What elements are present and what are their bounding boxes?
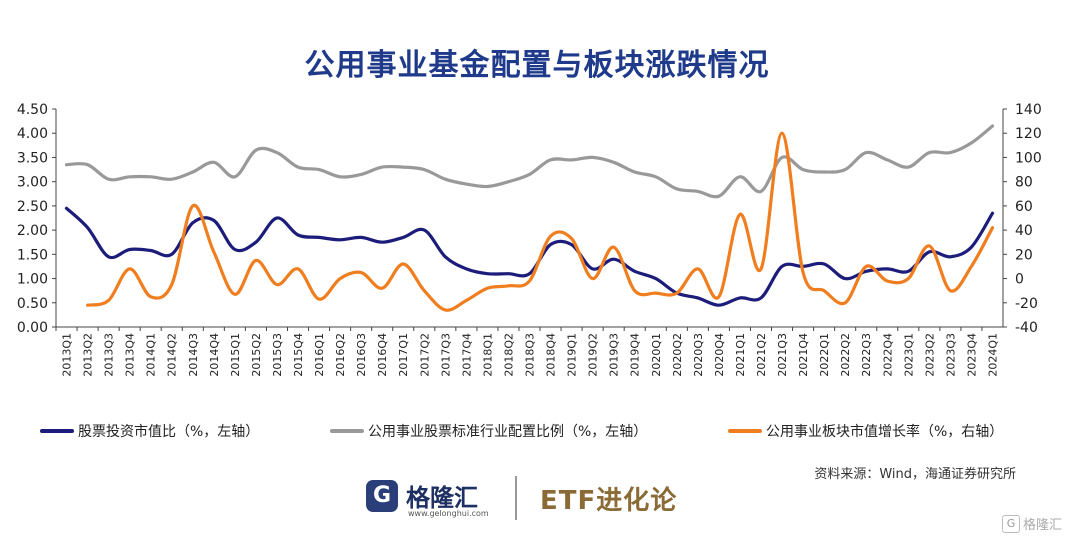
y-left-tick-label: 3.50: [17, 150, 48, 166]
legend-swatch: [330, 429, 364, 433]
x-tick-label: 2018Q2: [502, 333, 515, 377]
x-tick-label: 2023Q2: [923, 333, 936, 377]
chart-legend: 股票投资市值比（%，左轴） 公用事业股票标准行业配置比例（%，左轴） 公用事业板…: [0, 421, 1074, 443]
x-tick-label: 2019Q2: [587, 333, 600, 377]
y-right-tick-label: -20: [1015, 296, 1038, 312]
x-tick-label: 2016Q3: [355, 333, 368, 377]
x-tick-label: 2018Q1: [481, 333, 494, 377]
x-tick-label: 2014Q2: [166, 333, 179, 377]
watermark-logo-icon: G: [1001, 514, 1020, 533]
x-tick-label: 2018Q4: [545, 333, 558, 377]
x-tick-label: 2023Q1: [902, 333, 915, 377]
source-note: 资料来源：Wind，海通证券研究所: [814, 467, 1016, 482]
legend-swatch: [40, 429, 74, 433]
x-tick-label: 2022Q2: [839, 333, 852, 377]
legend-item-sector-growth: 公用事业板块市值增长率（%，右轴）: [728, 421, 1003, 441]
x-tick-label: 2020Q1: [650, 333, 663, 377]
series-line-sector-growth: [86, 131, 995, 312]
x-tick-label: 2020Q2: [671, 333, 684, 377]
logo-url: www.gelonghui.com: [408, 509, 489, 518]
x-tick-label: 2015Q3: [271, 333, 284, 377]
y-left-tick-label: 1.50: [17, 247, 48, 263]
y-left-tick-label: 3.00: [17, 175, 48, 191]
y-left-tick-label: 2.00: [17, 223, 48, 239]
y-right-tick-label: 100: [1015, 150, 1042, 166]
x-tick-label: 2021Q1: [734, 333, 747, 377]
series-line-stock-ratio: [64, 206, 995, 307]
y-left-tick-label: 1.00: [17, 272, 48, 288]
x-tick-label: 2013Q2: [82, 333, 95, 377]
legend-label: 公用事业板块市值增长率（%，右轴）: [766, 424, 1004, 440]
chart-area: 0.00 0.50 1.00 1.50 2.00 2.50 3.00 3.50 4.00 4.50…: [17, 102, 1042, 377]
x-tick-label: 2016Q4: [376, 333, 389, 377]
chart-title: 公用事业基金配置与板块涨跌情况: [304, 48, 770, 83]
x-tick-label: 2023Q4: [965, 333, 978, 377]
x-tick-label: 2021Q3: [776, 333, 789, 377]
legend-swatch: [728, 429, 762, 433]
x-tick-label: 2015Q2: [250, 333, 263, 377]
x-tick-label: 2013Q4: [124, 333, 137, 377]
x-tick-label: 2021Q2: [755, 333, 768, 377]
etf-brand: ETF进化论: [540, 486, 678, 516]
y-right-tick-label: 40: [1015, 223, 1033, 239]
x-tick-label: 2014Q1: [145, 333, 158, 377]
x-tick-label: 2013Q1: [61, 333, 74, 377]
x-tick-label: 2017Q1: [397, 333, 410, 377]
x-tick-label: 2015Q4: [292, 333, 305, 377]
footer: G 格隆汇 www.gelonghui.com ETF进化论: [0, 472, 1074, 532]
y-right-tick-label: 20: [1015, 247, 1033, 263]
legend-item-stock-ratio: 股票投资市值比（%，左轴）: [40, 421, 259, 441]
y-left-tick-label: 0.50: [17, 296, 48, 312]
logo-name: 格隆汇: [406, 484, 478, 512]
footer-divider: [515, 476, 517, 520]
y-left-tick-label: 4.50: [17, 102, 48, 118]
x-tick-label: 2017Q3: [439, 333, 452, 377]
x-tick-label: 2013Q3: [103, 333, 116, 377]
x-tick-label: 2022Q3: [860, 333, 873, 377]
y-left-tick-label: 2.50: [17, 199, 48, 215]
x-tick-label: 2019Q4: [629, 333, 642, 377]
legend-item-industry-allocation: 公用事业股票标准行业配置比例（%，左轴）: [330, 421, 647, 441]
x-tick-label: 2020Q4: [713, 333, 726, 377]
x-tick-label: 2018Q3: [524, 333, 537, 377]
x-tick-label: 2017Q2: [418, 333, 431, 377]
x-tick-label: 2014Q3: [187, 333, 200, 377]
watermark: G 格隆汇: [1001, 514, 1062, 533]
legend-label: 公用事业股票标准行业配置比例（%，左轴）: [368, 424, 648, 440]
x-tick-label: 2019Q3: [608, 333, 621, 377]
y-left-tick-label: 0.00: [17, 320, 48, 336]
x-tick-label: 2017Q4: [460, 333, 473, 377]
legend-label: 股票投资市值比（%，左轴）: [78, 424, 260, 440]
x-tick-label: 2019Q1: [566, 333, 579, 377]
x-tick-label: 2022Q4: [881, 333, 894, 377]
y-right-tick-label: 120: [1015, 126, 1042, 142]
y-right-tick-label: 140: [1015, 102, 1042, 118]
watermark-text: 格隆汇: [1022, 518, 1062, 533]
x-tick-label: 2015Q1: [229, 333, 242, 377]
series-line-industry-allocation: [64, 124, 995, 199]
y-right-tick-label: 60: [1015, 199, 1033, 215]
x-tick-label: 2023Q3: [944, 333, 957, 377]
x-tick-label: 2021Q4: [797, 333, 810, 377]
y-right-tick-label: 80: [1015, 175, 1033, 191]
x-tick-label: 2016Q1: [313, 333, 326, 377]
y-right-tick-label: -40: [1015, 320, 1038, 336]
x-tick-label: 2016Q2: [334, 333, 347, 377]
x-tick-label: 2020Q3: [692, 333, 705, 377]
y-right-tick-label: 0: [1015, 272, 1024, 288]
x-tick-label: 2024Q1: [986, 333, 999, 377]
x-tick-label: 2022Q1: [818, 333, 831, 377]
y-left-tick-label: 4.00: [17, 126, 48, 142]
gelonghui-logo-icon: G: [366, 480, 398, 512]
x-tick-label: 2014Q4: [208, 333, 221, 377]
